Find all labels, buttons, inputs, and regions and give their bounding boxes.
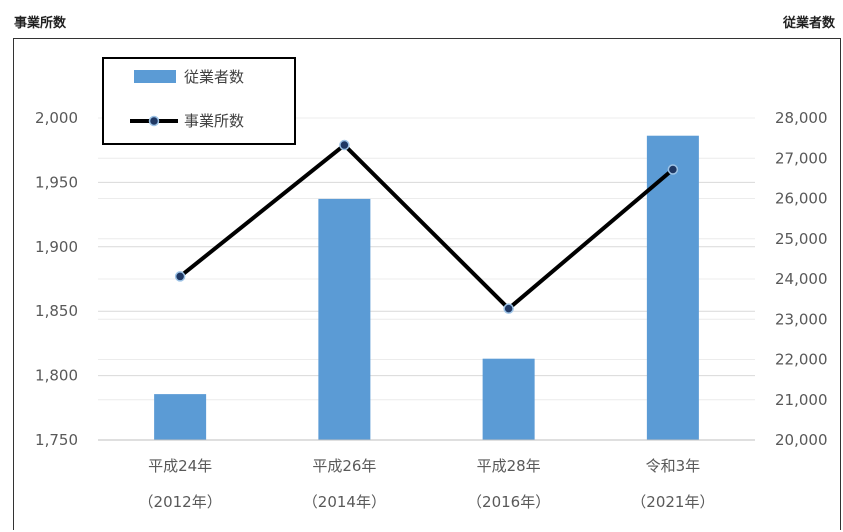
left-tick-label: 2,000 [35, 109, 78, 127]
legend-label-employees: 従業者数 [184, 68, 244, 86]
category-label: 平成26年 [312, 457, 376, 475]
right-tick-label: 23,000 [775, 310, 828, 328]
legend: 従業者数 事業所数 [102, 57, 296, 145]
right-tick-label: 20,000 [775, 431, 828, 449]
right-tick-label: 25,000 [775, 230, 828, 248]
bar-series [98, 135, 755, 441]
category-labels: 平成24年 （2012年） 平成26年 （2014年） 平成28年 （2016年） 令和3年… [139, 457, 715, 511]
line-point [339, 139, 350, 151]
line-point [667, 164, 679, 175]
category-label: 令和3年 [646, 457, 701, 475]
bar [482, 358, 535, 440]
line-point [174, 271, 186, 282]
legend-label-establishments: 事業所数 [184, 112, 244, 130]
category-sublabel: （2014年） [303, 493, 386, 511]
left-tick-label: 1,900 [35, 238, 78, 256]
right-axis-ticks: 20,000 21,000 22,000 23,000 24,000 25,000 26,0… [775, 109, 828, 449]
bar [154, 394, 207, 440]
left-axis-ticks: 1,750 1,800 1,850 1,900 1,950 2,000 [35, 109, 78, 449]
right-tick-label: 21,000 [775, 391, 828, 409]
legend-bar-swatch [134, 70, 176, 83]
right-tick-label: 22,000 [775, 351, 828, 369]
category-label: 平成24年 [148, 457, 212, 475]
left-tick-label: 1,850 [35, 302, 78, 320]
right-tick-label: 27,000 [775, 149, 828, 167]
bar [646, 135, 699, 440]
right-tick-label: 26,000 [775, 190, 828, 208]
legend-line-marker [148, 115, 160, 127]
bar [318, 198, 371, 440]
right-tick-label: 28,000 [775, 109, 828, 127]
line-point [503, 303, 514, 314]
category-label: 平成28年 [477, 457, 541, 475]
line-series [174, 139, 679, 314]
left-tick-label: 1,800 [35, 367, 78, 385]
chart-frame [13, 38, 841, 530]
category-sublabel: （2012年） [139, 493, 222, 511]
left-tick-label: 1,950 [35, 173, 78, 191]
line-path [178, 142, 675, 312]
left-axis-unit-label: 事業所数 [14, 16, 67, 31]
category-sublabel: （2016年） [467, 493, 550, 511]
right-tick-label: 24,000 [775, 270, 828, 288]
right-axis-unit-label: 従業者数 [782, 16, 835, 31]
category-sublabel: （2021年） [631, 493, 714, 511]
left-tick-label: 1,750 [35, 431, 78, 449]
